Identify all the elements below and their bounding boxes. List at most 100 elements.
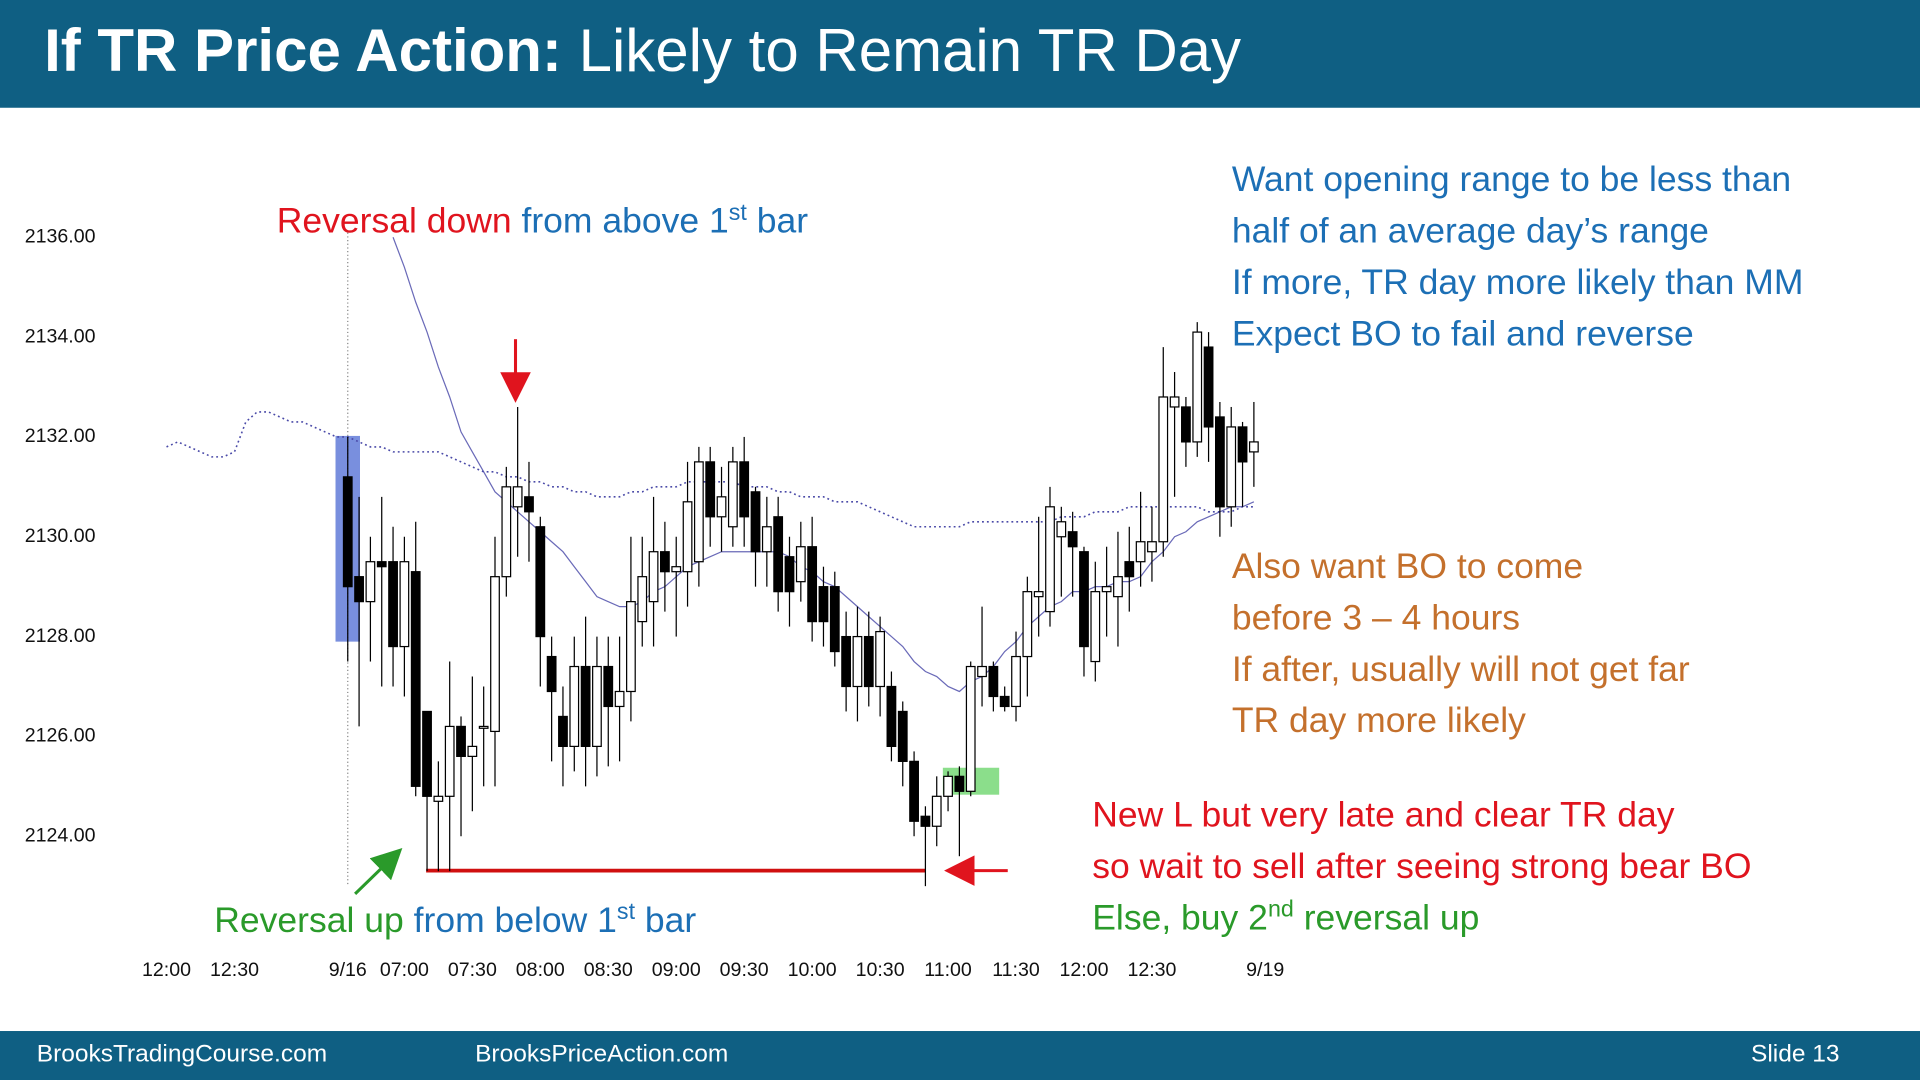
candle-body	[1079, 551, 1089, 648]
candle-body	[1090, 591, 1101, 663]
candle-body	[727, 461, 738, 528]
candle-body	[920, 815, 931, 827]
candle-body	[1226, 426, 1237, 508]
candle-body	[365, 561, 376, 603]
candle-body	[954, 775, 965, 792]
candle-body	[614, 690, 625, 708]
annotation-line: Reversal down from above 1st bar	[277, 196, 808, 247]
x-tick-label: 11:30	[992, 959, 1040, 981]
annotation-line: Also want BO to come	[1232, 541, 1690, 592]
annotation: Reversal down from above 1st bar	[277, 196, 808, 247]
candle-body	[863, 635, 874, 688]
x-tick-label: 09:30	[720, 959, 769, 981]
candle-body	[580, 665, 591, 748]
candle-body	[399, 561, 410, 648]
candle-body	[1135, 541, 1146, 563]
annotation-line: before 3 – 4 hours	[1232, 593, 1690, 644]
candle-body	[444, 725, 455, 797]
annotation-text: from below 1	[413, 901, 617, 941]
candle-body	[1045, 506, 1055, 613]
y-tick-label: 2126.00	[25, 725, 96, 747]
annotation-text: If after, usually will not get far	[1231, 650, 1690, 690]
annotation: New L but very late and clear TR day so w…	[1092, 790, 1751, 944]
annotation-line: If after, usually will not get far	[1232, 644, 1690, 695]
x-tick-label: 12:00	[142, 959, 191, 981]
candle-body	[886, 685, 897, 748]
candle-body	[558, 715, 568, 748]
annotation-text: bar	[635, 901, 697, 941]
x-tick-label: 09:00	[652, 959, 701, 981]
candle-body	[705, 461, 716, 518]
annotation-line: Want opening range to be less than	[1232, 154, 1804, 205]
candle-body	[1181, 406, 1191, 443]
annotation-text: Else, buy 2	[1092, 898, 1268, 938]
candle-body	[897, 710, 908, 762]
candle-body	[977, 665, 987, 678]
candle-body	[1101, 586, 1112, 593]
candle-body	[388, 561, 398, 648]
candle-body	[807, 546, 818, 623]
candle-body	[524, 496, 534, 513]
candle-body	[410, 571, 421, 787]
annotation-line: New L but very late and clear TR day	[1092, 790, 1751, 841]
candle-body	[1011, 655, 1021, 708]
x-tick-label: 08:00	[516, 959, 565, 981]
x-tick-label: 9/16	[329, 959, 367, 981]
annotation: Also want BO to come before 3 – 4 hours If…	[1232, 541, 1690, 747]
candle-body	[626, 601, 636, 693]
annotation-text: TR day more likely	[1231, 701, 1526, 741]
candle-body	[1248, 441, 1259, 453]
candle-body	[1169, 396, 1180, 408]
candle-body	[422, 710, 432, 797]
candle-body	[433, 795, 444, 802]
candle-body	[535, 526, 546, 638]
annotation-text: st	[728, 200, 747, 226]
annotation-text: half of an average day’s range	[1231, 211, 1709, 252]
chart: 2124.00 2126.00 2128.00 2130.00 2132.00 2134.…	[25, 225, 1285, 981]
candle-body	[795, 546, 806, 583]
candle-body	[1158, 396, 1169, 543]
x-tick-label: 11:00	[924, 959, 972, 981]
candle-body	[1124, 561, 1135, 578]
footer: BrooksTradingCourse.com BrooksPriceActio…	[0, 1031, 1920, 1080]
candle-body	[671, 566, 682, 573]
candle-body	[829, 586, 840, 653]
annotation-line: Reversal up from below 1st bar	[214, 895, 696, 946]
annotation-line: Expect BO to fail and reverse	[1232, 309, 1804, 360]
annotation-line: half of an average day’s range	[1232, 206, 1804, 257]
candle-body	[546, 655, 557, 693]
x-tick-label: 10:00	[788, 959, 837, 981]
candle-body	[1033, 591, 1044, 598]
footer-left: BrooksTradingCourse.com	[36, 1040, 328, 1068]
annotation-line: Else, buy 2nd reversal up	[1092, 893, 1751, 944]
annotation-text: Reversal down	[276, 202, 522, 242]
candle-body	[354, 576, 364, 603]
candle-body	[965, 665, 976, 792]
candle-body	[376, 561, 387, 568]
annotation-text: If more, TR day more likely than MM	[1231, 263, 1804, 303]
up-arrow	[354, 847, 403, 895]
candle-body	[761, 526, 772, 553]
candle-body	[693, 461, 704, 563]
annotation-line: so wait to sell after seeing strong bear…	[1092, 841, 1751, 892]
candle-body	[875, 630, 886, 688]
footer-middle: BrooksPriceAction.com	[475, 1040, 729, 1068]
candle-body	[592, 665, 602, 748]
y-tick-label: 2132.00	[25, 425, 96, 447]
x-tick-label: 12:30	[1127, 959, 1176, 981]
candle-body	[682, 501, 693, 573]
candle-body	[1237, 426, 1248, 463]
x-tick-label: 12:30	[210, 959, 259, 981]
y-tick-label: 2136.00	[25, 225, 96, 247]
annotation-text: reversal up	[1293, 898, 1480, 938]
footer-right: Slide 13	[1751, 1040, 1840, 1068]
candle-body	[852, 635, 863, 688]
y-tick-label: 2128.00	[25, 625, 96, 647]
candle-body	[739, 461, 750, 518]
candle-body	[818, 586, 829, 623]
candle-body	[456, 725, 466, 757]
title-bold: If TR Price Action:	[44, 18, 562, 85]
candle-body	[1203, 346, 1214, 428]
annotation-text: from above 1	[521, 202, 729, 242]
